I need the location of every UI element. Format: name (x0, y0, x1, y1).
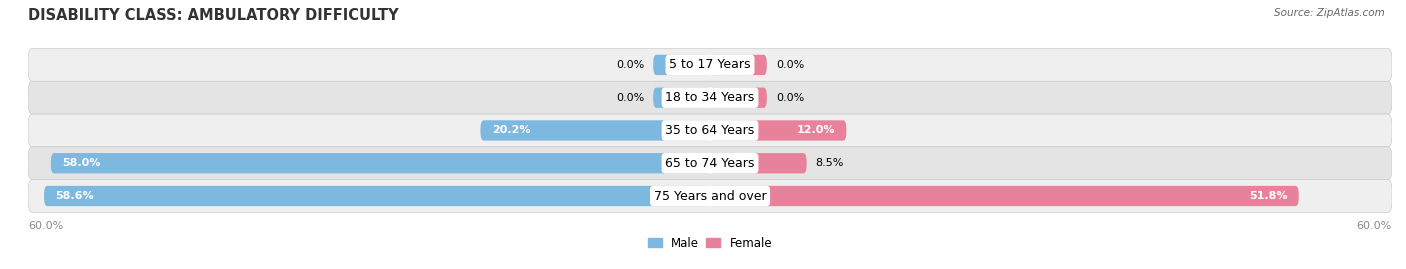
Text: 58.6%: 58.6% (55, 191, 94, 201)
Text: 0.0%: 0.0% (776, 93, 804, 103)
Text: 18 to 34 Years: 18 to 34 Years (665, 91, 755, 104)
FancyBboxPatch shape (28, 180, 1392, 213)
Text: 65 to 74 Years: 65 to 74 Years (665, 157, 755, 170)
Text: 60.0%: 60.0% (28, 221, 63, 231)
Text: DISABILITY CLASS: AMBULATORY DIFFICULTY: DISABILITY CLASS: AMBULATORY DIFFICULTY (28, 8, 399, 23)
FancyBboxPatch shape (28, 81, 1392, 114)
FancyBboxPatch shape (710, 55, 766, 75)
FancyBboxPatch shape (710, 87, 766, 108)
Text: 35 to 64 Years: 35 to 64 Years (665, 124, 755, 137)
FancyBboxPatch shape (710, 120, 846, 141)
FancyBboxPatch shape (654, 55, 710, 75)
FancyBboxPatch shape (28, 114, 1392, 147)
Text: 12.0%: 12.0% (797, 125, 835, 136)
FancyBboxPatch shape (44, 186, 710, 206)
Text: 5 to 17 Years: 5 to 17 Years (669, 58, 751, 72)
FancyBboxPatch shape (28, 48, 1392, 81)
Legend: Male, Female: Male, Female (643, 232, 778, 254)
Text: 58.0%: 58.0% (62, 158, 101, 168)
FancyBboxPatch shape (710, 153, 807, 174)
Text: 20.2%: 20.2% (492, 125, 530, 136)
FancyBboxPatch shape (481, 120, 710, 141)
Text: 0.0%: 0.0% (616, 60, 644, 70)
Text: Source: ZipAtlas.com: Source: ZipAtlas.com (1274, 8, 1385, 18)
FancyBboxPatch shape (710, 186, 1299, 206)
Text: 0.0%: 0.0% (776, 60, 804, 70)
FancyBboxPatch shape (51, 153, 710, 174)
Text: 8.5%: 8.5% (815, 158, 844, 168)
FancyBboxPatch shape (28, 147, 1392, 180)
FancyBboxPatch shape (654, 87, 710, 108)
Text: 60.0%: 60.0% (1357, 221, 1392, 231)
Text: 0.0%: 0.0% (616, 93, 644, 103)
Text: 51.8%: 51.8% (1249, 191, 1288, 201)
Text: 75 Years and over: 75 Years and over (654, 189, 766, 203)
